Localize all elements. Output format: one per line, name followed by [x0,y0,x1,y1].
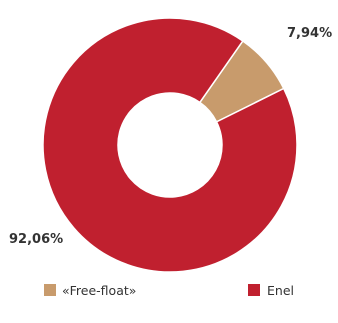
legend-label-free-float: «Free-float» [62,283,136,298]
legend-swatch-free-float [44,284,56,296]
slices-group [42,17,298,273]
legend-label-enel: Enel [267,283,294,298]
legend-swatch-enel [248,284,260,296]
legend: «Free-float» Enel [44,283,294,298]
slice-label-enel: 92,06% [9,232,63,247]
slice-label-free-float: 7,94% [287,26,332,41]
slice-enel [42,17,298,273]
